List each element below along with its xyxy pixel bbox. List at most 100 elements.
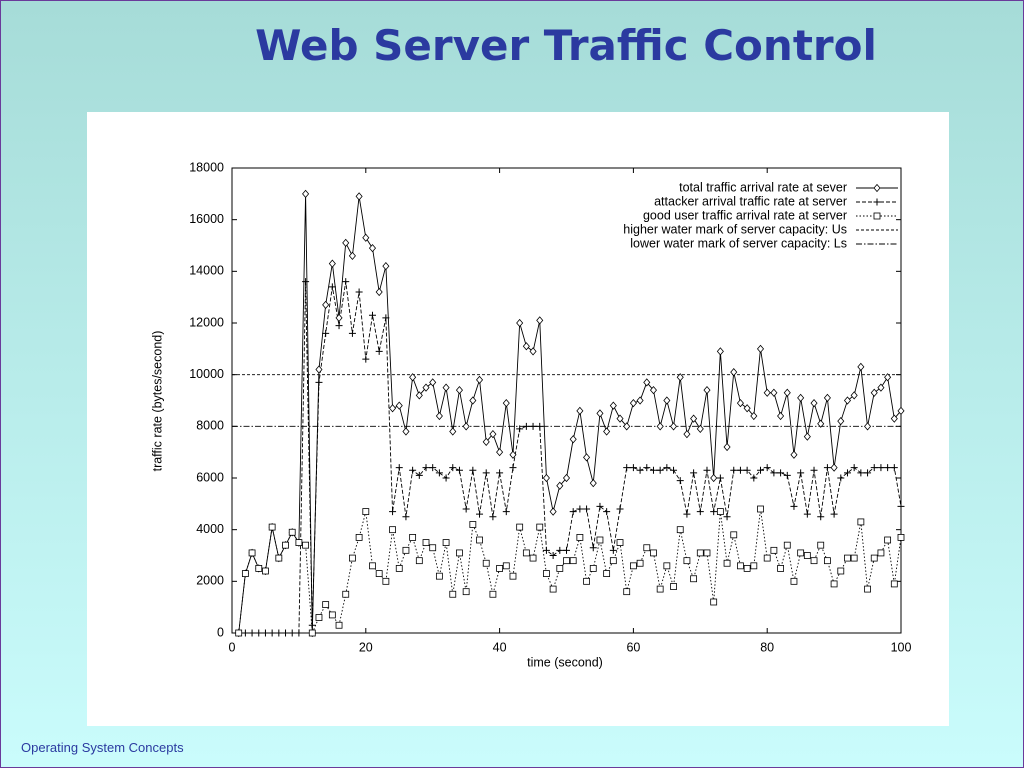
marker xyxy=(676,477,684,485)
marker xyxy=(402,427,410,436)
marker xyxy=(456,549,463,557)
marker xyxy=(516,318,524,328)
marker xyxy=(897,534,905,541)
marker xyxy=(777,469,785,477)
marker xyxy=(783,388,791,397)
series-line xyxy=(238,193,902,634)
marker xyxy=(369,562,376,570)
marker xyxy=(703,386,711,395)
marker xyxy=(322,300,330,310)
marker xyxy=(710,473,718,483)
marker xyxy=(616,505,624,513)
y-tick-label: 6000 xyxy=(196,470,224,484)
y-tick-label: 18000 xyxy=(189,160,224,174)
marker xyxy=(569,557,577,565)
marker xyxy=(449,464,457,472)
marker xyxy=(328,283,336,291)
marker xyxy=(529,422,537,430)
marker xyxy=(589,544,597,552)
marker xyxy=(496,448,504,457)
marker xyxy=(489,429,497,439)
marker xyxy=(857,362,865,372)
marker xyxy=(502,562,510,570)
marker xyxy=(743,565,751,572)
marker xyxy=(429,464,437,472)
marker xyxy=(435,469,443,477)
marker xyxy=(556,546,564,554)
marker xyxy=(650,549,657,557)
marker xyxy=(282,541,289,549)
marker xyxy=(603,508,611,516)
marker xyxy=(897,406,905,415)
marker xyxy=(402,546,410,554)
marker xyxy=(790,502,798,510)
marker xyxy=(636,559,644,567)
marker xyxy=(476,375,484,384)
marker xyxy=(623,464,631,472)
marker xyxy=(449,590,457,598)
y-tick-label: 10000 xyxy=(189,367,224,381)
marker xyxy=(415,391,423,400)
marker xyxy=(770,546,778,554)
marker xyxy=(322,601,330,608)
marker xyxy=(569,508,577,516)
y-axis-label: traffic rate (bytes/second) xyxy=(150,331,164,472)
marker xyxy=(295,629,303,637)
marker xyxy=(830,510,838,518)
x-axis-label: time (second) xyxy=(527,655,603,669)
marker xyxy=(817,513,825,521)
marker xyxy=(462,422,470,431)
marker xyxy=(596,536,604,544)
marker xyxy=(543,570,550,577)
marker xyxy=(763,388,771,397)
marker xyxy=(636,396,644,405)
marker xyxy=(770,388,778,397)
marker xyxy=(522,422,530,430)
marker xyxy=(670,422,678,431)
marker xyxy=(556,481,564,490)
marker xyxy=(395,401,403,410)
marker xyxy=(516,523,524,531)
marker xyxy=(643,544,651,552)
marker xyxy=(757,466,765,474)
marker xyxy=(783,541,791,549)
marker xyxy=(288,528,296,536)
marker xyxy=(435,411,443,421)
footer: Operating System Concepts xyxy=(21,740,184,755)
marker xyxy=(830,580,838,588)
marker xyxy=(562,473,571,483)
marker xyxy=(315,378,323,386)
marker xyxy=(703,466,711,474)
marker xyxy=(402,513,410,521)
marker xyxy=(355,288,363,296)
marker xyxy=(736,398,744,408)
marker xyxy=(389,404,397,413)
marker xyxy=(241,629,249,637)
marker xyxy=(368,243,377,253)
marker xyxy=(302,278,310,286)
marker xyxy=(362,233,370,242)
marker xyxy=(690,414,698,423)
marker xyxy=(870,464,878,472)
marker xyxy=(629,398,637,408)
marker xyxy=(563,557,570,565)
marker xyxy=(810,466,818,474)
marker xyxy=(476,510,484,518)
marker xyxy=(843,469,851,477)
marker xyxy=(509,572,517,580)
marker xyxy=(864,585,871,593)
marker xyxy=(670,583,677,590)
marker xyxy=(730,531,738,539)
marker xyxy=(549,552,557,559)
marker xyxy=(589,565,597,572)
marker xyxy=(676,373,684,382)
marker xyxy=(890,414,898,423)
marker xyxy=(609,401,617,410)
marker xyxy=(817,541,825,549)
marker xyxy=(763,464,771,472)
marker xyxy=(429,378,437,387)
marker xyxy=(348,329,356,337)
marker xyxy=(382,314,390,322)
marker xyxy=(469,396,477,405)
